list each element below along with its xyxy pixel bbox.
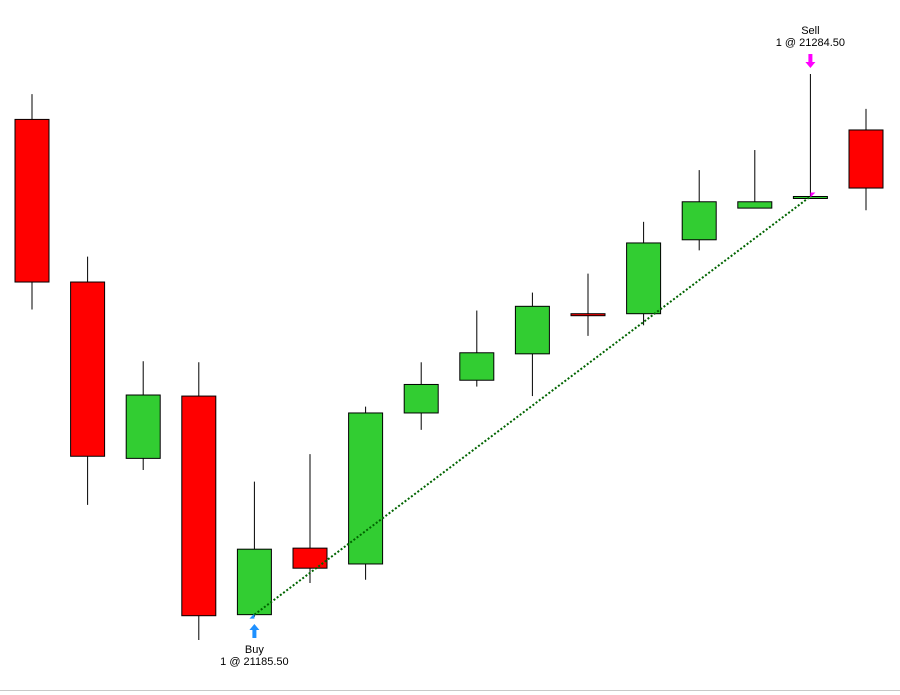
trade-line <box>253 195 812 616</box>
trade-side: Buy <box>245 644 264 656</box>
candle-body <box>514 305 550 355</box>
candle-body <box>626 242 662 315</box>
candle-body <box>737 201 773 209</box>
candle-body <box>125 394 161 459</box>
trade-label: 1 @ 21185.50 <box>220 656 288 668</box>
candle-body <box>403 383 439 414</box>
candle-body <box>848 129 884 189</box>
candle-body <box>14 118 50 283</box>
candle-body <box>181 395 217 617</box>
candle-body <box>70 281 106 457</box>
candle-body <box>348 412 384 565</box>
trade-arrow <box>805 54 816 68</box>
candle-body <box>236 548 272 616</box>
candle-body <box>681 201 717 241</box>
trade-marker <box>810 192 816 198</box>
candle-body <box>292 547 328 569</box>
candle-body <box>570 313 606 317</box>
trade-side: Sell <box>801 25 819 37</box>
trade-marker <box>249 613 255 619</box>
trade-label: 1 @ 21284.50 <box>776 37 845 49</box>
candle-body <box>459 352 495 381</box>
trade-arrow <box>249 624 260 638</box>
